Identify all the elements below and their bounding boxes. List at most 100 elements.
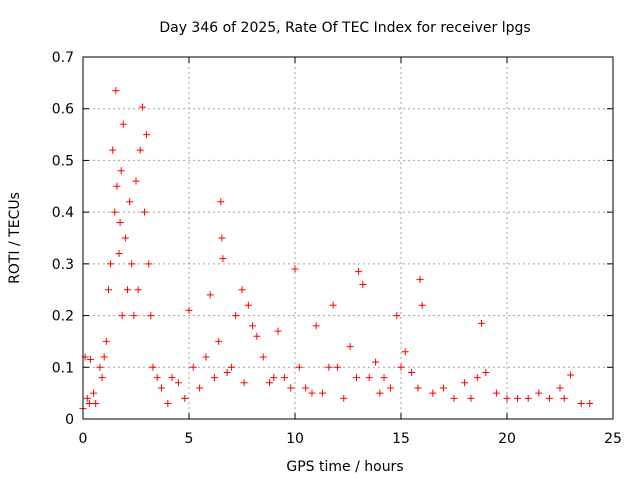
- data-point: [109, 146, 117, 154]
- data-point: [107, 260, 115, 268]
- data-point: [359, 281, 367, 289]
- y-tick-label: 0.3: [52, 257, 74, 273]
- data-point: [408, 368, 416, 376]
- y-tick-label: 0.6: [52, 102, 74, 118]
- data-point: [196, 384, 204, 392]
- data-point: [147, 312, 155, 320]
- data-point: [329, 301, 337, 309]
- y-tick-label: 0.2: [52, 309, 74, 325]
- data-point: [340, 394, 348, 402]
- data-point: [232, 312, 240, 320]
- grid-lines: [83, 57, 613, 419]
- data-point: [140, 208, 148, 216]
- y-tick-label: 0.7: [52, 50, 74, 66]
- data-point: [439, 384, 447, 392]
- data-point: [478, 319, 486, 327]
- data-point: [308, 389, 316, 397]
- data-point: [202, 353, 210, 361]
- y-tick-labels: 0 0.1 0.2 0.3 0.4 0.5 0.6 0.7: [52, 50, 74, 428]
- x-tick-label: 15: [392, 431, 410, 447]
- data-point: [333, 363, 341, 371]
- x-tick-labels: 0 5 10 15 20 25: [79, 431, 622, 447]
- data-point: [514, 394, 522, 402]
- data-point: [185, 306, 193, 314]
- data-point: [181, 394, 189, 402]
- data-point: [560, 394, 568, 402]
- data-point: [376, 389, 384, 397]
- data-point: [104, 286, 112, 294]
- data-point: [113, 182, 121, 190]
- data-point: [189, 363, 197, 371]
- data-point: [319, 389, 327, 397]
- plot-frame: [82, 56, 614, 420]
- data-point: [128, 260, 136, 268]
- data-point: [295, 363, 303, 371]
- y-tick-label: 0: [65, 412, 74, 428]
- data-point: [111, 208, 119, 216]
- x-tick-label: 10: [286, 431, 304, 447]
- data-point: [96, 363, 104, 371]
- data-point: [414, 384, 422, 392]
- data-point: [116, 218, 124, 226]
- data-point: [210, 374, 218, 382]
- data-point: [577, 399, 585, 407]
- data-point: [352, 374, 360, 382]
- data-point: [83, 394, 91, 402]
- data-point: [136, 146, 144, 154]
- data-point: [567, 371, 575, 379]
- data-point: [119, 120, 127, 128]
- data-point: [92, 399, 100, 407]
- data-point: [206, 291, 214, 299]
- data-point: [130, 312, 138, 320]
- data-point: [266, 379, 274, 387]
- axis-ticks: [82, 56, 614, 420]
- data-point: [98, 374, 106, 382]
- data-point: [149, 363, 157, 371]
- x-axis-label: GPS time / hours: [286, 459, 403, 475]
- data-point: [100, 353, 108, 361]
- data-point: [174, 379, 182, 387]
- data-point: [227, 363, 235, 371]
- data-point: [85, 399, 93, 407]
- y-axis-label: ROTI / TECUs: [7, 192, 23, 284]
- x-tick-label: 25: [604, 431, 622, 447]
- data-point: [280, 374, 288, 382]
- data-point: [524, 394, 532, 402]
- data-point: [473, 374, 481, 382]
- data-point: [467, 394, 475, 402]
- data-point: [259, 353, 267, 361]
- data-point: [112, 87, 120, 95]
- x-tick-label: 20: [498, 431, 516, 447]
- data-point: [503, 394, 511, 402]
- data-point: [157, 384, 165, 392]
- data-point: [380, 374, 388, 382]
- data-point: [244, 301, 252, 309]
- data-point: [253, 332, 261, 340]
- data-point: [482, 368, 490, 376]
- x-tick-label: 0: [79, 431, 88, 447]
- data-point: [249, 322, 257, 330]
- data-point: [240, 379, 248, 387]
- data-point: [223, 368, 231, 376]
- data-point: [168, 374, 176, 382]
- data-point: [132, 177, 140, 185]
- data-point: [118, 312, 126, 320]
- data-point: [215, 337, 223, 345]
- data-point: [397, 363, 405, 371]
- data-point: [153, 374, 161, 382]
- data-point: [302, 384, 310, 392]
- data-point: [287, 384, 295, 392]
- data-point: [416, 275, 424, 283]
- data-point: [556, 384, 564, 392]
- data-point: [346, 343, 354, 351]
- x-tick-label: 5: [185, 431, 194, 447]
- y-tick-label: 0.1: [52, 360, 74, 376]
- data-point: [218, 234, 226, 242]
- y-tick-label: 0.4: [52, 205, 74, 221]
- y-tick-label: 0.5: [52, 153, 74, 169]
- data-point: [238, 286, 246, 294]
- chart-title: Day 346 of 2025, Rate Of TEC Index for r…: [159, 20, 530, 36]
- data-point: [134, 286, 142, 294]
- data-point: [450, 394, 458, 402]
